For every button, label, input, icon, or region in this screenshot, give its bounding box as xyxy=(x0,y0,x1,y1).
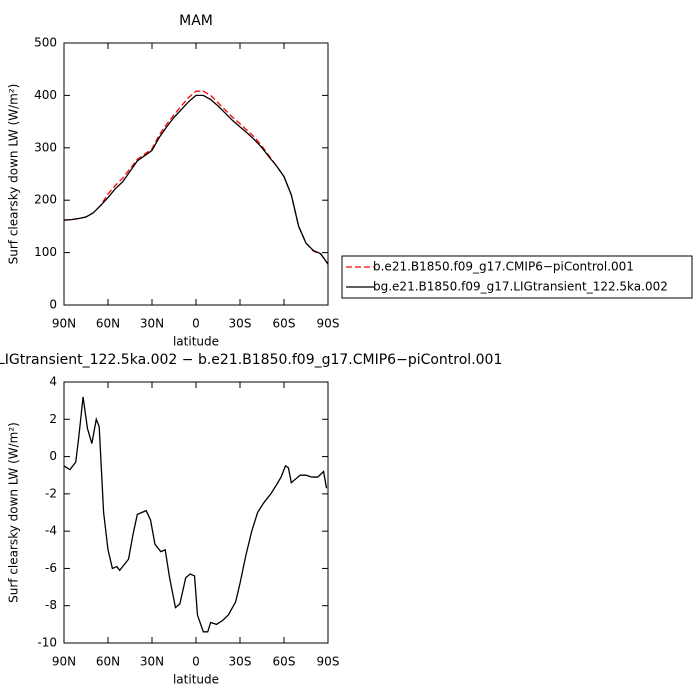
data-line xyxy=(63,94,329,265)
chart-title: LIGtransient_122.5ka.002 − b.e21.B1850.f… xyxy=(0,352,502,368)
legend-label: b.e21.B1850.f09_g17.CMIP6−piControl.001 xyxy=(373,260,634,274)
y-tick-label: 500 xyxy=(34,36,57,50)
y-axis-label: Surf clearsky down LW (W/m²) xyxy=(7,84,21,265)
chart-title: MAM xyxy=(179,13,213,29)
x-axis-label: latitude xyxy=(173,673,219,687)
legend-label: bg.e21.B1850.f09_g17.LIGtransient_122.5k… xyxy=(373,280,668,294)
x-tick-label: 90S xyxy=(317,317,340,331)
x-tick-label: 90N xyxy=(52,655,76,669)
y-tick-label: -4 xyxy=(45,524,57,538)
data-line xyxy=(63,396,328,633)
y-tick-label: 0 xyxy=(49,449,57,463)
x-tick-label: 60S xyxy=(273,317,296,331)
y-tick-label: 4 xyxy=(49,375,57,389)
y-tick-label: -10 xyxy=(37,636,57,650)
x-axis-label: latitude xyxy=(173,335,219,349)
y-tick-label: 100 xyxy=(34,245,57,259)
x-tick-label: 30S xyxy=(229,655,252,669)
x-tick-label: 30S xyxy=(229,317,252,331)
y-tick-label: 2 xyxy=(49,412,57,426)
x-tick-label: 90N xyxy=(52,317,76,331)
plot-frame xyxy=(63,42,329,306)
legend-box xyxy=(341,255,693,299)
x-tick-label: 30N xyxy=(140,655,164,669)
y-tick-label: 200 xyxy=(34,193,57,207)
x-tick-label: 0 xyxy=(192,655,200,669)
x-tick-label: 90S xyxy=(317,655,340,669)
x-tick-label: 60N xyxy=(96,317,120,331)
y-tick-label: -2 xyxy=(45,486,57,500)
y-tick-label: 400 xyxy=(34,88,57,102)
x-tick-label: 0 xyxy=(192,317,200,331)
x-tick-label: 30N xyxy=(140,317,164,331)
y-axis-label: Surf clearsky down LW (W/m²) xyxy=(7,422,21,603)
plot-frame xyxy=(63,381,329,644)
x-tick-label: 60N xyxy=(96,655,120,669)
x-tick-label: 60S xyxy=(273,655,296,669)
data-line xyxy=(63,90,329,265)
y-tick-label: -8 xyxy=(45,598,57,612)
y-tick-label: 300 xyxy=(34,140,57,154)
y-tick-label: 0 xyxy=(49,298,57,312)
y-tick-label: -6 xyxy=(45,561,57,575)
